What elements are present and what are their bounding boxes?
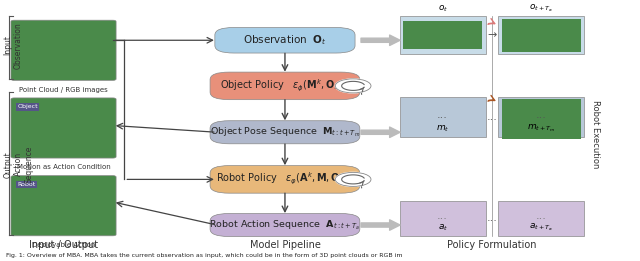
- FancyBboxPatch shape: [11, 20, 116, 80]
- FancyBboxPatch shape: [210, 72, 360, 100]
- FancyBboxPatch shape: [502, 99, 581, 139]
- FancyBboxPatch shape: [210, 121, 360, 144]
- FancyBboxPatch shape: [502, 21, 581, 49]
- Text: Policy Formulation: Policy Formulation: [447, 240, 537, 250]
- Text: Robot Execution: Robot Execution: [591, 100, 600, 168]
- Circle shape: [335, 172, 371, 186]
- Text: ...: ...: [536, 110, 547, 120]
- Text: $o_{t+T_a}$: $o_{t+T_a}$: [529, 2, 554, 14]
- FancyBboxPatch shape: [11, 98, 116, 158]
- FancyBboxPatch shape: [403, 21, 483, 49]
- Text: Object Policy   $\varepsilon_\phi(\mathbf{M}^k, \mathbf{O}, k)$: Object Policy $\varepsilon_\phi(\mathbf{…: [220, 78, 349, 94]
- FancyBboxPatch shape: [11, 176, 116, 236]
- Text: Output
Action
Sequence: Output Action Sequence: [3, 146, 33, 183]
- Text: Fig. 1: Overview of MBA. MBA takes the current observation as input, which could: Fig. 1: Overview of MBA. MBA takes the c…: [6, 253, 403, 258]
- Text: Input
Observation: Input Observation: [3, 22, 22, 69]
- Text: $a_t$: $a_t$: [438, 223, 448, 233]
- Text: $m_t$: $m_t$: [436, 124, 449, 134]
- Text: Object: Object: [17, 104, 38, 109]
- Text: Point Cloud / RGB images: Point Cloud / RGB images: [19, 87, 108, 93]
- Text: $a_{t+T_a}$: $a_{t+T_a}$: [529, 222, 554, 233]
- Text: Robot: Robot: [17, 182, 36, 187]
- FancyBboxPatch shape: [210, 213, 360, 236]
- FancyBboxPatch shape: [499, 201, 584, 236]
- Text: Input / Output: Input / Output: [29, 240, 98, 250]
- Text: ...: ...: [437, 110, 448, 120]
- FancyBboxPatch shape: [399, 201, 486, 236]
- Text: Model Pipeline: Model Pipeline: [250, 240, 321, 250]
- Text: →: →: [488, 30, 497, 40]
- Text: ...: ...: [437, 211, 448, 222]
- FancyBboxPatch shape: [399, 97, 486, 137]
- Text: Robot Action Sequence  $\mathbf{A}_{t:t+T_a}$: Robot Action Sequence $\mathbf{A}_{t:t+T…: [209, 218, 360, 232]
- FancyBboxPatch shape: [499, 97, 584, 137]
- Text: $o_t$: $o_t$: [438, 3, 448, 14]
- Text: Robot Policy   $\varepsilon_\varphi(\mathbf{A}^k, \mathbf{M}, \mathbf{O}, k)$: Robot Policy $\varepsilon_\varphi(\mathb…: [216, 171, 355, 187]
- FancyBboxPatch shape: [210, 165, 360, 193]
- Text: $m_{t+T_m}$: $m_{t+T_m}$: [527, 123, 556, 134]
- Circle shape: [335, 79, 371, 93]
- FancyBboxPatch shape: [215, 27, 355, 53]
- Text: ...: ...: [486, 213, 497, 223]
- Text: Deployable Action: Deployable Action: [32, 242, 95, 248]
- Text: Motion as Action Condition: Motion as Action Condition: [17, 164, 110, 170]
- FancyBboxPatch shape: [27, 0, 59, 5]
- FancyBboxPatch shape: [499, 16, 584, 54]
- Text: Object Pose Sequence  $\mathbf{M}_{t:t+T_m}$: Object Pose Sequence $\mathbf{M}_{t:t+T_…: [210, 126, 360, 139]
- FancyBboxPatch shape: [399, 16, 486, 54]
- Text: Observation  $\mathbf{O}_t$: Observation $\mathbf{O}_t$: [243, 33, 327, 47]
- Text: ...: ...: [486, 112, 497, 122]
- FancyBboxPatch shape: [502, 19, 581, 51]
- Text: ...: ...: [536, 211, 547, 222]
